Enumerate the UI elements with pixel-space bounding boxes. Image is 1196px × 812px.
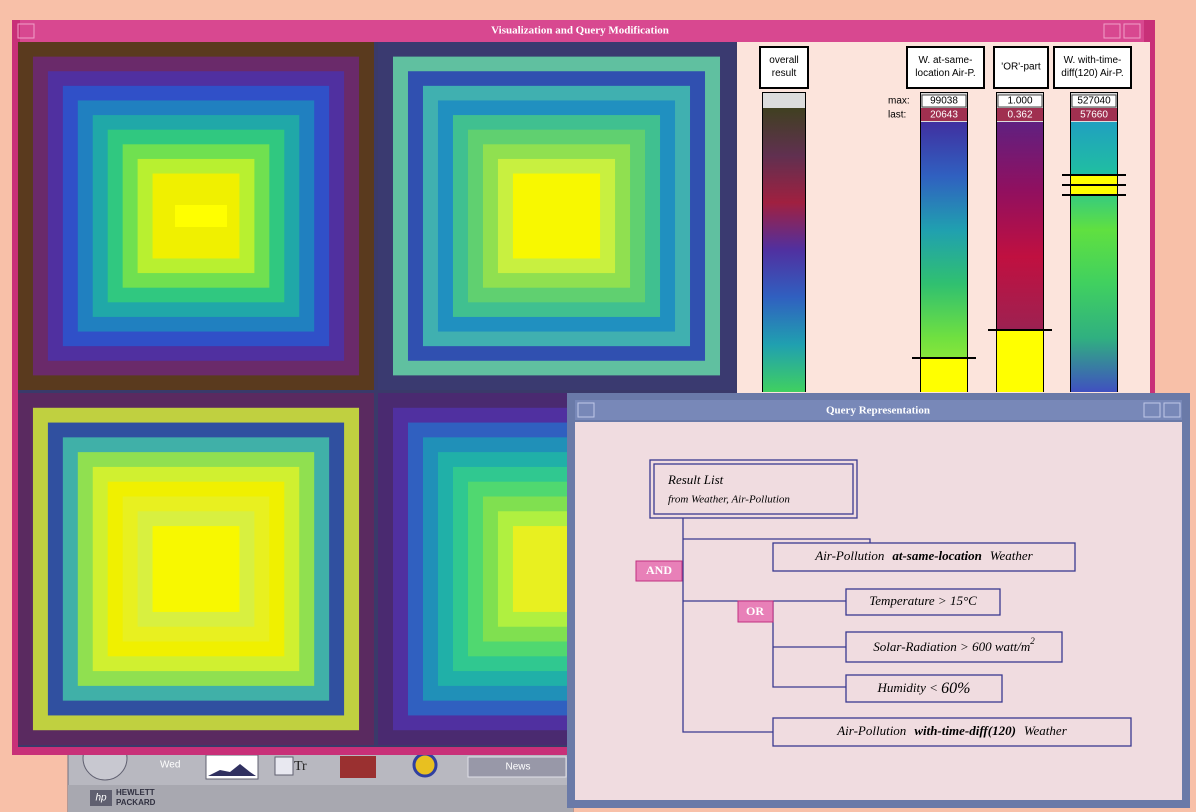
condition-operator: at-same-location (892, 548, 982, 563)
condition-operator: with-time-diff(120) (914, 723, 1016, 738)
result-subtitle: from Weather, Air-Pollution (668, 494, 790, 506)
slider-gradient[interactable] (763, 108, 805, 392)
superscript: 2 (1030, 636, 1035, 646)
result-title: Result List (667, 472, 724, 487)
condition-part: Air-Pollution (814, 548, 884, 563)
query-canvas (575, 422, 1182, 800)
maximize-button[interactable] (1163, 402, 1181, 418)
condition-part: Weather (1024, 723, 1068, 738)
and-branch (682, 518, 773, 733)
tree-lines (649, 459, 1132, 747)
max-value: 99038 (930, 96, 958, 107)
last-box (997, 108, 1043, 121)
and-node[interactable] (635, 560, 683, 582)
minimize-button[interactable] (1143, 402, 1161, 418)
condition[interactable]: Temperature > 15°C (869, 593, 977, 608)
or-label[interactable]: OR (746, 604, 764, 618)
taskbar: Wed Tr News hp HEWLETT PACKARD (67, 735, 574, 812)
slider-label: diff(120) Air-P. (1061, 68, 1123, 79)
condition-box (845, 631, 1063, 663)
slider-label: result (772, 68, 797, 79)
or-branch (772, 601, 846, 688)
max-value: 527040 (1077, 96, 1111, 107)
last-value: 0.362 (1007, 110, 1032, 121)
condition-box (772, 717, 1132, 747)
load-curve (208, 764, 256, 776)
font-icon[interactable]: Tr (294, 759, 307, 774)
condition-box (772, 542, 1076, 572)
slider-label: 'OR'-part (1001, 62, 1041, 73)
condition-box (845, 674, 1003, 703)
slider-label: W. with-time- (1064, 55, 1122, 66)
menu-button[interactable] (17, 23, 35, 39)
max-box (997, 94, 1043, 108)
window-title: Visualization and Query Modification (491, 25, 669, 37)
condition-part: Air-Pollution (836, 723, 906, 738)
slider-fill (997, 330, 1043, 392)
news-label[interactable]: News (505, 762, 530, 773)
news-button[interactable] (467, 756, 567, 778)
branch (683, 538, 871, 543)
max-box (1071, 94, 1117, 108)
brand-line: PACKARD (116, 798, 156, 807)
result-box-outer (649, 459, 858, 519)
condition-box (845, 588, 1001, 616)
last-value: 57660 (1080, 110, 1108, 121)
hp-logo[interactable] (90, 790, 112, 806)
condition[interactable]: Air-Pollution at-same-location Weather (814, 548, 1033, 563)
condition-part: Humidity < (877, 680, 942, 695)
slider-label: W. at-same- (919, 55, 973, 66)
hp-logo-text[interactable]: hp (95, 793, 107, 804)
taskbar-lower (68, 785, 573, 812)
slider-label-box (906, 46, 985, 89)
slider-gradient[interactable] (1071, 122, 1117, 392)
condition-part: Weather (990, 548, 1034, 563)
day-label: Wed (160, 760, 180, 771)
condition[interactable]: Solar-Radiation > 600 watt/m2 (873, 636, 1035, 654)
icon[interactable] (274, 756, 294, 776)
and-label[interactable]: AND (646, 563, 672, 577)
last-value: 20643 (930, 110, 958, 121)
slider-label-box (993, 46, 1049, 89)
condition-part: Solar-Radiation > 600 watt/m (873, 639, 1030, 654)
sliders: overall result W. at-same-location Air-P. 9… (759, 46, 1132, 392)
last-box (1071, 108, 1117, 121)
slider-label: overall (769, 55, 798, 66)
last-box (921, 108, 967, 121)
query-window: Query Representation Result List from We… (567, 393, 1190, 808)
minimize-button[interactable] (1103, 23, 1121, 39)
condition-part: 60% (941, 680, 970, 697)
condition[interactable]: Air-Pollution with-time-diff(120) Weather (836, 723, 1067, 738)
max-box (921, 94, 967, 108)
last-label: last: (888, 110, 906, 121)
max-label: max: (888, 96, 910, 107)
slider-label: location Air-P. (915, 68, 975, 79)
slider-label-box (759, 46, 809, 89)
slider-fill (921, 358, 967, 392)
condition[interactable]: Humidity < 60% (877, 680, 971, 697)
slider-gradient[interactable] (921, 122, 967, 392)
title-bar[interactable] (575, 400, 1182, 420)
window-title: Query Representation (826, 405, 930, 417)
max-value: 1.000 (1007, 96, 1032, 107)
menu-button[interactable] (577, 402, 595, 418)
globe-icon[interactable] (412, 752, 438, 778)
books-icon[interactable] (340, 756, 376, 778)
title-bar[interactable] (20, 20, 1144, 42)
or-node[interactable] (737, 600, 774, 623)
maximize-button[interactable] (1123, 23, 1141, 39)
image-ring (512, 173, 601, 259)
image-ring (152, 526, 240, 612)
slider-cap (763, 93, 805, 108)
slider-label-box (1053, 46, 1132, 89)
image-core (175, 205, 227, 227)
brand-line: HEWLETT (116, 788, 155, 797)
condition-part: Temperature > 15°C (869, 593, 977, 608)
result-box-inner (653, 463, 854, 515)
